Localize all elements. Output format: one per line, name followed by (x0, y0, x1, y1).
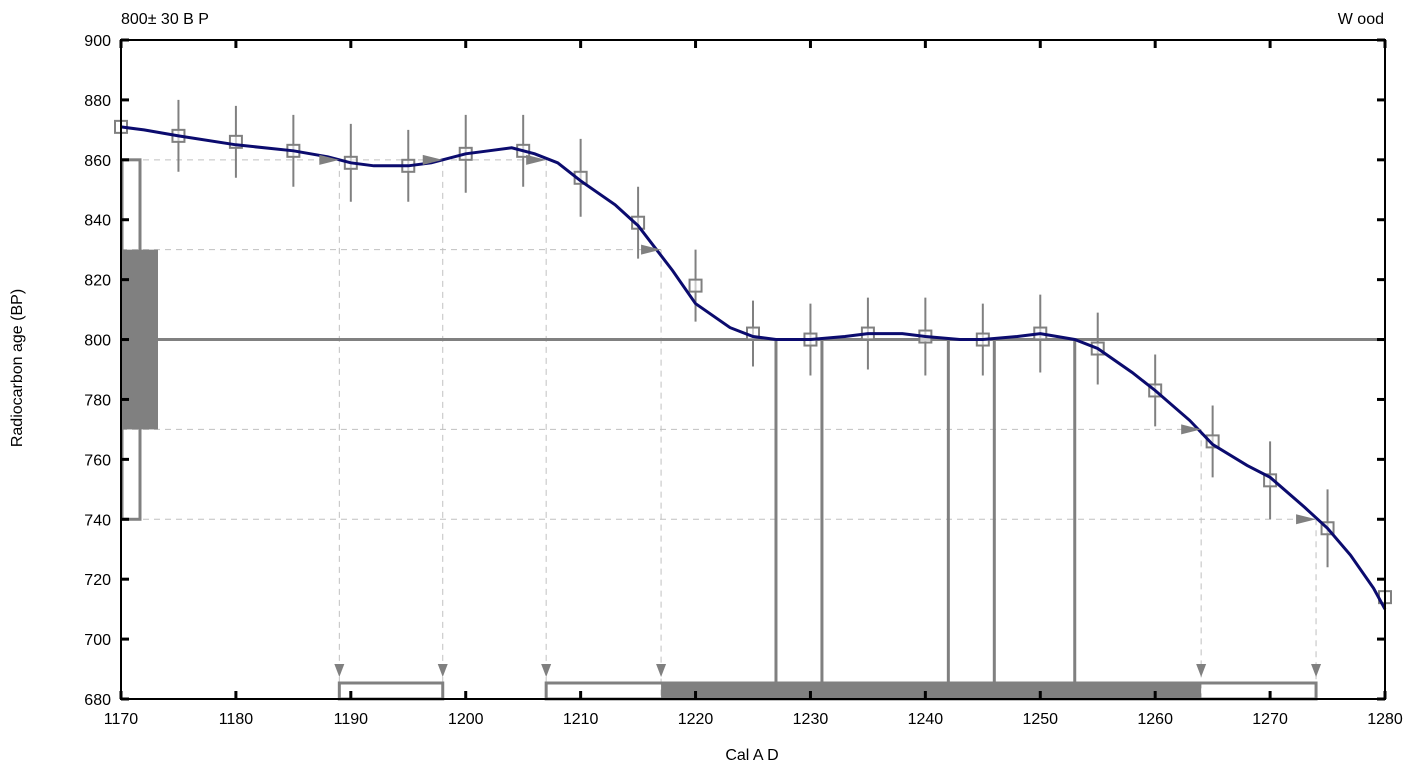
y-tick-label: 680 (84, 692, 111, 709)
y-tick-label: 840 (84, 213, 111, 230)
material-label: W ood (1338, 11, 1384, 28)
y-tick-label: 760 (84, 452, 111, 469)
y-tick-label: 820 (84, 273, 111, 290)
y-tick-label: 880 (84, 93, 111, 110)
intercept-arrow-down (1196, 664, 1207, 677)
x-tick-label: 1180 (219, 711, 254, 728)
intercept-arrow-down (541, 664, 552, 677)
intercept-arrow-right (526, 154, 547, 165)
calibration-curve (120, 125, 1387, 610)
y-tick-label: 720 (84, 572, 111, 589)
x-tick-label: 1280 (1367, 711, 1403, 728)
y-tick-label: 900 (84, 33, 111, 50)
intercept-arrow-right (422, 154, 443, 165)
y-tick-label: 700 (84, 632, 111, 649)
dataset-point (631, 215, 646, 230)
y-tick-label: 780 (84, 392, 111, 409)
x-tick-label: 1250 (1022, 711, 1058, 728)
x-tick-label: 1270 (1252, 711, 1288, 728)
x-axis-label: Cal A D (725, 747, 778, 764)
x-tick-label: 1220 (678, 711, 714, 728)
intercept-arrow-down (1311, 664, 1322, 677)
range-2sigma-bar (337, 681, 445, 701)
y-tick-label: 740 (84, 512, 111, 529)
plot-frame (120, 39, 1386, 700)
x-tick-label: 1240 (908, 711, 944, 728)
intercept-arrow-down (656, 664, 667, 677)
intercept-arrow-down (437, 664, 448, 677)
range-1sigma-bar (661, 683, 1202, 699)
y-axis-label: Radiocarbon age (BP) (9, 289, 26, 447)
plot-area: 1170 1180 1190 1200 1210 1220 1230 1240 1250 1260… (84, 33, 1403, 728)
intercept-arrow-right (1296, 514, 1317, 525)
y-tick-label: 860 (84, 153, 111, 170)
x-tick-label: 1230 (793, 711, 829, 728)
dataset-point (688, 278, 703, 293)
intercept-arrow-down (334, 664, 345, 677)
x-tick-label: 1190 (334, 711, 369, 728)
intercept-arrow-right (319, 154, 340, 165)
intercept-arrow-right (641, 244, 662, 255)
x-tick-label: 1260 (1137, 711, 1173, 728)
x-tick-label: 1170 (104, 711, 139, 728)
dataset-point (1205, 434, 1220, 449)
x-tick-label: 1200 (448, 711, 484, 728)
intercept-arrow-right (1181, 424, 1202, 435)
x-tick-label: 1210 (563, 711, 599, 728)
y-tick-label: 800 (84, 333, 111, 350)
sample-age-label: 800± 30 B P (121, 11, 209, 28)
